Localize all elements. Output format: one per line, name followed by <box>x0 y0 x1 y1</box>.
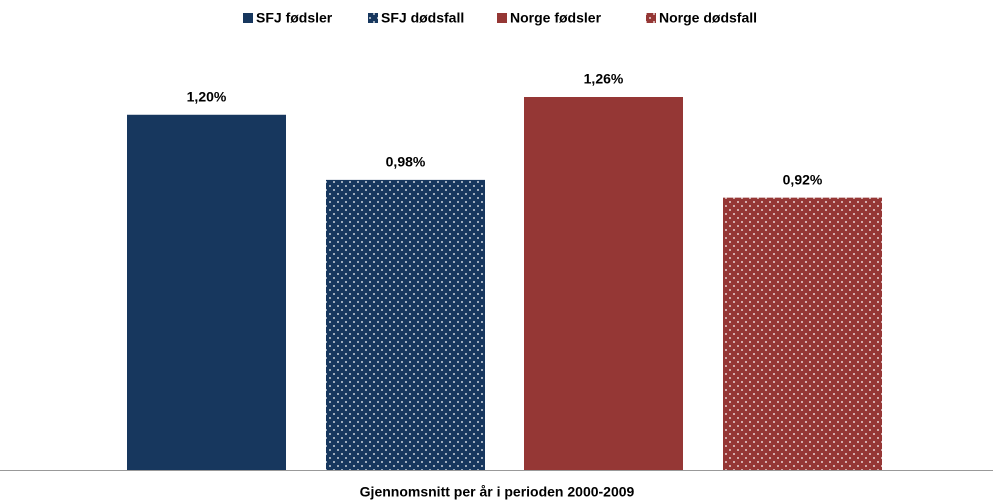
legend-swatch <box>497 13 507 23</box>
legend-label: Norge dødsfall <box>659 10 757 26</box>
bar-group <box>326 179 485 470</box>
value-label: 0,92% <box>783 171 823 187</box>
bar <box>524 97 683 470</box>
bar <box>326 179 485 470</box>
x-tick-label: Gjennomsnitt per år i perioden 2000-2009 <box>360 484 635 500</box>
legend-swatch <box>368 13 378 23</box>
legend-label: SFJ dødsfall <box>381 10 464 26</box>
legend-swatch <box>243 13 253 23</box>
value-label: 1,20% <box>187 88 227 104</box>
legend-swatch-group <box>497 13 507 23</box>
legend-label: Norge fødsler <box>510 10 602 26</box>
bar-group <box>127 114 286 470</box>
bar-group <box>524 97 683 470</box>
legend-swatch <box>646 13 656 23</box>
bar-group <box>723 197 882 470</box>
legend-swatch-group <box>243 13 253 23</box>
legend-swatch-group <box>646 13 656 23</box>
value-label: 1,26% <box>584 71 624 87</box>
bar <box>127 114 286 470</box>
legend-label: SFJ fødsler <box>256 10 333 26</box>
legend-swatch-group <box>368 13 378 23</box>
bar <box>723 197 882 470</box>
value-label: 0,98% <box>386 154 426 170</box>
